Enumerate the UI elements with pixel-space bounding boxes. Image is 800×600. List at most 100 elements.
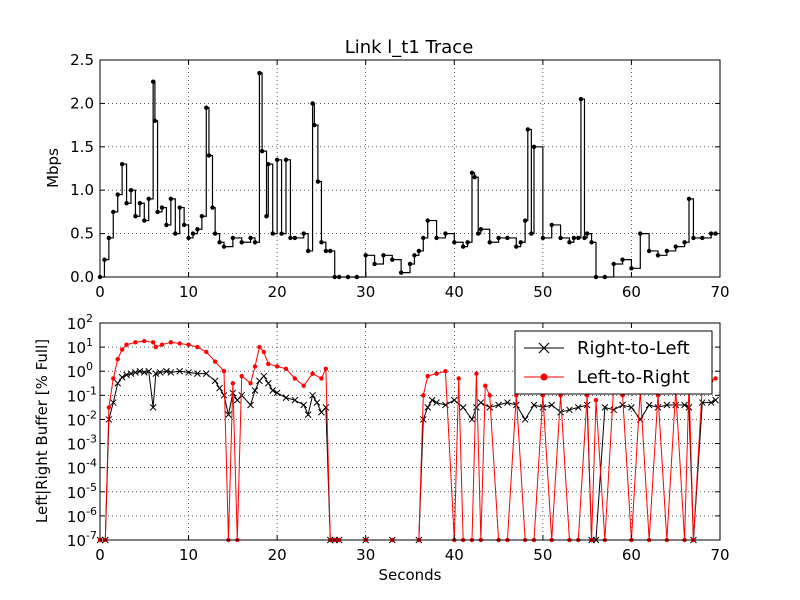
legend: Right-to-Left Left-to-Right xyxy=(514,330,713,395)
buffer-point-x xyxy=(309,391,316,399)
throughput-plot-frame xyxy=(99,59,721,278)
throughput-x-tick-label: 0 xyxy=(95,283,105,301)
throughput-y-tick-label: 0.5 xyxy=(70,225,94,243)
throughput-point xyxy=(181,222,187,228)
buffer-point-x xyxy=(477,399,485,406)
buffer-point-x xyxy=(504,399,511,406)
throughput-point xyxy=(252,240,258,245)
buffer-x-tick-label: 50 xyxy=(533,546,552,564)
buffer-point-x xyxy=(419,416,427,423)
throughput-point xyxy=(407,261,413,267)
throughput-point xyxy=(186,235,191,241)
throughput-x-tick-label: 40 xyxy=(445,283,464,301)
throughput-point xyxy=(152,118,158,123)
buffer-point-x xyxy=(247,401,254,409)
buffer-point-dot xyxy=(443,369,448,374)
legend-entry-right-to-left: Right-to-Left xyxy=(524,338,690,359)
buffer-point-x xyxy=(654,404,662,411)
buffer-point-dot xyxy=(124,342,129,347)
buffer-y-tick-exponent: -5 xyxy=(86,481,97,494)
throughput-point xyxy=(416,248,422,254)
throughput-x-tick-label: 50 xyxy=(533,283,552,301)
throughput-point xyxy=(230,235,236,241)
buffer-point-x xyxy=(495,401,502,409)
buffer-point-dot xyxy=(204,349,209,355)
throughput-point xyxy=(328,248,333,254)
buffer-point-x xyxy=(225,411,232,418)
throughput-point xyxy=(531,144,537,149)
throughput-point xyxy=(582,235,587,241)
throughput-point xyxy=(390,257,395,262)
throughput-point xyxy=(310,101,315,106)
throughput-point xyxy=(199,214,205,219)
throughput-point xyxy=(102,257,107,262)
buffer-x-tick-label: 60 xyxy=(622,546,641,564)
throughput-point xyxy=(584,231,590,236)
buffer-point-dot xyxy=(212,359,218,364)
buffer-point-x xyxy=(300,401,308,409)
buffer-x-tick-label: 40 xyxy=(445,546,464,564)
throughput-point xyxy=(248,235,253,241)
buffer-point-dot xyxy=(434,371,439,376)
throughput-point xyxy=(589,240,594,245)
buffer-point-x xyxy=(304,411,312,418)
throughput-point xyxy=(522,218,528,223)
buffer-point-x xyxy=(163,367,170,375)
buffer-point-x xyxy=(291,396,299,404)
buffer-point-dot xyxy=(421,393,426,398)
buffer-point-x xyxy=(251,387,259,394)
buffer-y-tick-exponent: -1 xyxy=(86,384,97,397)
buffer-point-x xyxy=(521,416,529,423)
throughput-point xyxy=(270,231,275,236)
legend-marker-dot-icon xyxy=(540,373,548,381)
throughput-x-tick-label: 60 xyxy=(622,283,641,301)
chart-title: Link l_t1 Trace xyxy=(345,37,474,58)
buffer-point-x xyxy=(645,401,653,409)
throughput-point xyxy=(496,235,501,241)
throughput-point xyxy=(578,96,584,102)
buffer-y-tick-exponent: 2 xyxy=(86,312,93,325)
throughput-point xyxy=(283,157,289,163)
throughput-point xyxy=(421,235,426,241)
throughput-point xyxy=(264,214,269,219)
buffer-point-dot xyxy=(713,376,718,381)
throughput-point xyxy=(177,205,182,210)
buffer-point-dot xyxy=(150,340,156,345)
buffer-point-dot xyxy=(195,344,200,350)
buffer-point-x xyxy=(512,401,520,409)
throughput-point xyxy=(472,174,477,180)
buffer-point-x xyxy=(698,399,706,406)
buffer-point-x xyxy=(685,404,693,411)
buffer-point-x xyxy=(273,389,281,397)
throughput-x-tick-label: 10 xyxy=(179,283,198,301)
buffer-point-x xyxy=(156,369,164,376)
throughput-y-tick-label: 1.5 xyxy=(70,138,94,156)
throughput-point xyxy=(155,209,160,215)
throughput-point xyxy=(567,240,572,245)
buffer-y-tick-exponent: -2 xyxy=(86,408,97,421)
throughput-point xyxy=(620,257,625,262)
throughput-point xyxy=(372,261,377,267)
buffer-y-tick-label: 10 xyxy=(67,436,86,454)
throughput-point xyxy=(206,153,212,158)
buffer-y-tick-exponent: 1 xyxy=(86,336,93,349)
buffer-point-dot xyxy=(456,376,461,381)
buffer-point-x xyxy=(574,404,582,411)
buffer-point-x xyxy=(548,401,556,409)
buffer-point-x xyxy=(433,399,440,406)
throughput-point xyxy=(708,231,714,236)
throughput-point xyxy=(452,240,457,245)
buffer-point-dot xyxy=(248,381,253,386)
throughput-point xyxy=(425,218,430,223)
throughput-point xyxy=(266,161,271,167)
buffer-point-x xyxy=(216,384,223,392)
buffer-point-x xyxy=(202,370,210,377)
buffer-point-dot xyxy=(301,383,306,388)
throughput-point xyxy=(173,231,178,236)
buffer-x-tick-label: 70 xyxy=(710,546,729,564)
throughput-point xyxy=(210,205,215,210)
throughput-point xyxy=(611,261,616,267)
buffer-y-tick-exponent: 0 xyxy=(86,360,93,373)
buffer-y-tick-label: 10 xyxy=(67,411,86,429)
throughput-point xyxy=(168,196,174,202)
